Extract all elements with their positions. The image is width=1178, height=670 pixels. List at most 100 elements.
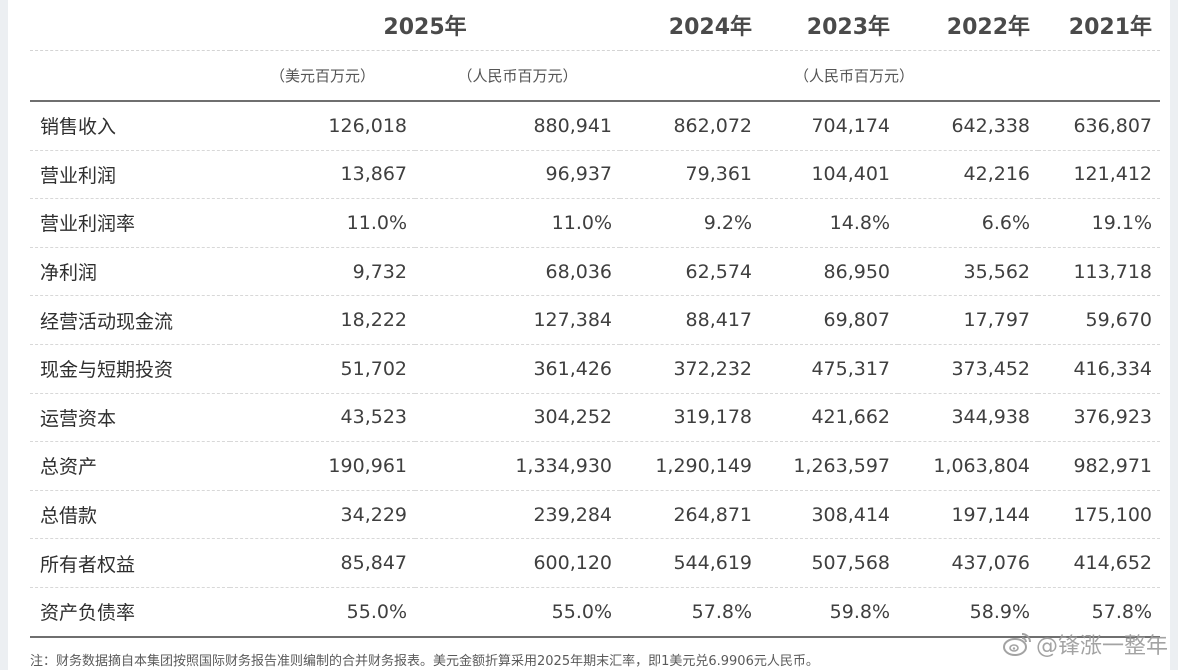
row-label: 经营活动现金流 — [30, 295, 230, 345]
row-label: 运营资本 — [30, 393, 230, 443]
table-row: 总借款 34,229 239,284 264,871 308,414 197,144 175… — [30, 490, 1161, 540]
header-blank — [30, 0, 230, 51]
cell-value: 43,523 — [230, 393, 415, 443]
cell-value: 239,284 — [415, 490, 621, 540]
cell-value: 982,971 — [1038, 441, 1161, 491]
cell-value: 416,334 — [1038, 344, 1161, 394]
cell-value: 1,290,149 — [620, 441, 761, 491]
cell-value: 421,662 — [760, 393, 899, 443]
year-header-row: 2025年 2024年 2023年 2022年 2021年 — [30, 0, 1161, 51]
cell-value: 642,338 — [898, 101, 1039, 151]
cell-value: 85,847 — [230, 538, 415, 588]
cell-value: 69,807 — [760, 295, 899, 345]
cell-value: 18,222 — [230, 295, 415, 345]
table-body: 销售收入 126,018 880,941 862,072 704,174 642,338 6… — [30, 101, 1161, 638]
table-row: 经营活动现金流 18,222 127,384 88,417 69,807 17,797 59… — [30, 295, 1161, 345]
cell-value: 1,063,804 — [898, 441, 1039, 491]
cell-value: 880,941 — [415, 101, 621, 151]
cell-value: 11.0% — [230, 198, 415, 248]
table-row: 营业利润 13,867 96,937 79,361 104,401 42,216 121,4… — [30, 150, 1161, 200]
table-row: 现金与短期投资 51,702 361,426 372,232 475,317 373,45… — [30, 344, 1161, 394]
year-2021: 2021年 — [1038, 0, 1161, 51]
cell-value: 308,414 — [760, 490, 899, 540]
cell-value: 57.8% — [1038, 587, 1161, 638]
year-2025: 2025年 — [230, 0, 621, 51]
cell-value: 58.9% — [898, 587, 1039, 638]
cell-value: 17,797 — [898, 295, 1039, 345]
cell-value: 373,452 — [898, 344, 1039, 394]
cell-value: 264,871 — [620, 490, 761, 540]
cell-value: 14.8% — [760, 198, 899, 248]
cell-value: 414,652 — [1038, 538, 1161, 588]
cell-value: 68,036 — [415, 247, 621, 297]
cell-value: 9,732 — [230, 247, 415, 297]
cell-value: 127,384 — [415, 295, 621, 345]
table-row: 营业利润率 11.0% 11.0% 9.2% 14.8% 6.6% 19.1% — [30, 198, 1161, 248]
cell-value: 9.2% — [620, 198, 761, 248]
cell-value: 304,252 — [415, 393, 621, 443]
cell-value: 11.0% — [415, 198, 621, 248]
cell-value: 197,144 — [898, 490, 1039, 540]
cell-value: 35,562 — [898, 247, 1039, 297]
cell-value: 42,216 — [898, 150, 1039, 200]
cell-value: 57.8% — [620, 587, 761, 638]
year-2024: 2024年 — [620, 0, 761, 51]
cell-value: 376,923 — [1038, 393, 1161, 443]
report-panel: 2025年 2024年 2023年 2022年 2021年 （美元百万元） （人… — [8, 0, 1170, 670]
cell-value: 59,670 — [1038, 295, 1161, 345]
cell-value: 88,417 — [620, 295, 761, 345]
row-label: 所有者权益 — [30, 538, 230, 588]
cell-value: 704,174 — [760, 101, 899, 151]
cell-value: 13,867 — [230, 150, 415, 200]
cell-value: 6.6% — [898, 198, 1039, 248]
table-row: 所有者权益 85,847 600,120 544,619 507,568 437,076 4… — [30, 538, 1161, 588]
cell-value: 51,702 — [230, 344, 415, 394]
cell-value: 55.0% — [415, 587, 621, 638]
cell-value: 55.0% — [230, 587, 415, 638]
unit-rmb-2025: （人民币百万元） — [415, 50, 621, 102]
cell-value: 19.1% — [1038, 198, 1161, 248]
row-label: 现金与短期投资 — [30, 344, 230, 394]
table-row: 销售收入 126,018 880,941 862,072 704,174 642,338 6… — [30, 101, 1161, 151]
row-label: 营业利润 — [30, 150, 230, 200]
footnote: 注：财务数据摘自本集团按照国际财务报告准则编制的合并财务报表。美元金额折算采用2… — [30, 654, 819, 669]
cell-value: 34,229 — [230, 490, 415, 540]
row-label: 净利润 — [30, 247, 230, 297]
cell-value: 175,100 — [1038, 490, 1161, 540]
cell-value: 96,937 — [415, 150, 621, 200]
row-label: 销售收入 — [30, 101, 230, 151]
unit-usd: （美元百万元） — [230, 50, 415, 102]
cell-value: 600,120 — [415, 538, 621, 588]
cell-value: 59.8% — [760, 587, 899, 638]
cell-value: 104,401 — [760, 150, 899, 200]
year-2022: 2022年 — [898, 0, 1039, 51]
cell-value: 862,072 — [620, 101, 761, 151]
cell-value: 86,950 — [760, 247, 899, 297]
cell-value: 437,076 — [898, 538, 1039, 588]
cell-value: 475,317 — [760, 344, 899, 394]
table-row: 净利润 9,732 68,036 62,574 86,950 35,562 113,718 — [30, 247, 1161, 297]
cell-value: 636,807 — [1038, 101, 1161, 151]
row-label: 总借款 — [30, 490, 230, 540]
cell-value: 1,334,930 — [415, 441, 621, 491]
cell-value: 319,178 — [620, 393, 761, 443]
row-label: 总资产 — [30, 441, 230, 491]
cell-value: 113,718 — [1038, 247, 1161, 297]
weibo-icon — [1002, 631, 1032, 657]
unit-header-row: （美元百万元） （人民币百万元） （人民币百万元） — [30, 50, 1161, 102]
cell-value: 126,018 — [230, 101, 415, 151]
cell-value: 190,961 — [230, 441, 415, 491]
cell-value: 344,938 — [898, 393, 1039, 443]
cell-value: 1,263,597 — [760, 441, 899, 491]
year-2023: 2023年 — [760, 0, 899, 51]
cell-value: 121,412 — [1038, 150, 1161, 200]
table-row: 运营资本 43,523 304,252 319,178 421,662 344,938 37… — [30, 393, 1161, 443]
cell-value: 62,574 — [620, 247, 761, 297]
table-row: 总资产 190,961 1,334,930 1,290,149 1,263,597 1,0… — [30, 441, 1161, 491]
row-label: 资产负债率 — [30, 587, 230, 638]
unit-blank — [30, 50, 230, 102]
cell-value: 361,426 — [415, 344, 621, 394]
cell-value: 544,619 — [620, 538, 761, 588]
cell-value: 507,568 — [760, 538, 899, 588]
